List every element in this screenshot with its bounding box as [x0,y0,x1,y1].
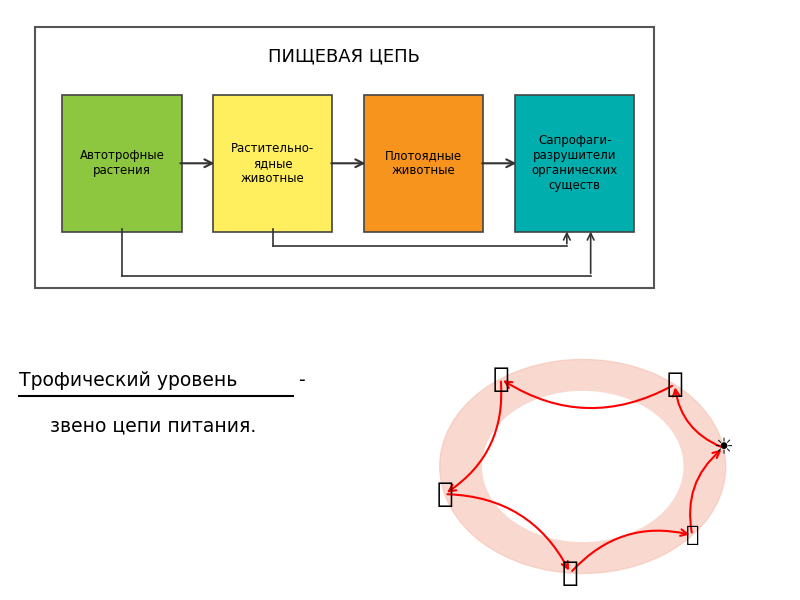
FancyBboxPatch shape [364,95,483,232]
Text: 🦗: 🦗 [666,370,683,398]
Text: 🐍: 🐍 [436,480,453,508]
Text: Плотоядные
животные: Плотоядные животные [386,149,462,177]
Text: Автотрофные
растения: Автотрофные растения [79,149,164,177]
Text: 🍄: 🍄 [686,525,699,545]
FancyBboxPatch shape [34,26,654,288]
FancyBboxPatch shape [62,95,182,232]
Text: Растительно-
ядные
животные: Растительно- ядные животные [231,142,314,185]
Text: звено цепи питания.: звено цепи питания. [50,416,257,435]
FancyBboxPatch shape [214,95,333,232]
Text: 🐸: 🐸 [492,365,509,393]
Text: ПИЩЕВАЯ ЦЕПЬ: ПИЩЕВАЯ ЦЕПЬ [269,47,420,65]
Text: ☀️: ☀️ [714,438,734,458]
Text: Трофический уровень: Трофический уровень [18,371,237,391]
Text: 🦅: 🦅 [562,559,578,587]
Text: -: - [293,371,306,391]
Text: Сапрофаги-
разрушители
органических
существ: Сапрофаги- разрушители органических суще… [532,134,618,192]
Circle shape [440,359,726,574]
Circle shape [482,392,683,541]
FancyBboxPatch shape [515,95,634,232]
